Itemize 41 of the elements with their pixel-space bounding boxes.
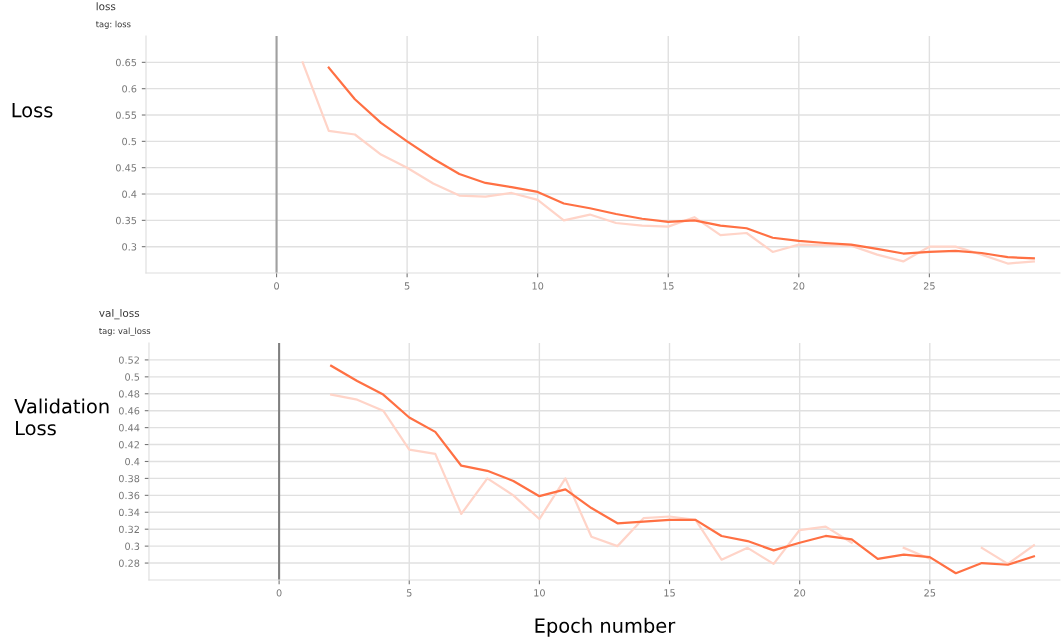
y-tick-label: 0.42 — [118, 441, 139, 449]
y-tick-label: 0.3 — [122, 243, 137, 251]
y-tick-label: 0.45 — [115, 164, 137, 172]
line-series — [330, 364, 1036, 575]
y-tick-label: 0.38 — [118, 474, 140, 483]
chart-subtitle: tag: val_loss — [99, 327, 151, 336]
y-tick-label: 0.5 — [122, 137, 137, 146]
x-tick-label: 0 — [274, 282, 279, 290]
y-axis-title: Validation Loss — [14, 398, 109, 436]
x-tick-label: 0 — [276, 589, 282, 597]
x-tick-label: 25 — [923, 282, 935, 290]
x-tick-label: 20 — [793, 282, 805, 290]
y-tick-label: 0.6 — [122, 85, 137, 93]
y-tick-label: 0.3 — [125, 542, 140, 550]
y-tick-label: 0.34 — [118, 508, 140, 517]
x-tick-label: 15 — [663, 282, 674, 290]
x-tick-label: 10 — [532, 282, 544, 290]
y-tick-label: 0.55 — [115, 111, 137, 119]
chart-title: loss — [96, 2, 116, 11]
x-tick-label: 5 — [406, 589, 412, 597]
y-tick-label: 0.36 — [118, 491, 140, 500]
x-tick-label: 25 — [924, 589, 936, 597]
x-axis-title: Epoch number — [535, 617, 676, 637]
y-tick-label: 0.65 — [115, 58, 137, 67]
y-tick-label: 0.4 — [122, 190, 137, 198]
y-tick-label: 0.28 — [118, 559, 140, 567]
y-tick-label: 0.35 — [115, 216, 137, 225]
y-tick-label: 0.5 — [125, 373, 140, 381]
chart-subtitle: tag: loss — [95, 20, 131, 29]
y-tick-label: 0.46 — [118, 407, 140, 415]
y-tick-label: 0.4 — [125, 457, 140, 466]
x-tick-label: 15 — [664, 589, 675, 597]
y-tick-label: 0.44 — [118, 424, 140, 432]
x-tick-label: 5 — [404, 282, 410, 290]
y-tick-label: 0.48 — [118, 390, 140, 398]
chart-title: val_loss — [99, 308, 140, 320]
x-tick-label: 20 — [794, 589, 806, 597]
y-tick-label: 0.52 — [118, 356, 139, 364]
y-axis-title: Loss — [12, 103, 53, 118]
x-tick-label: 10 — [534, 589, 545, 597]
y-tick-label: 0.32 — [118, 525, 139, 534]
